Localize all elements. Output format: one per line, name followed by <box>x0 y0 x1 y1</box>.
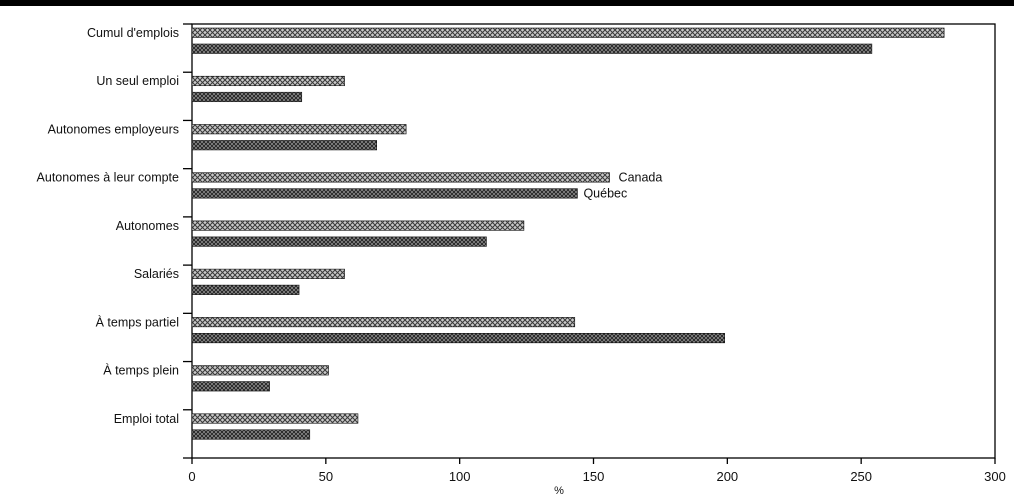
category-label: À temps plein <box>103 363 179 378</box>
bar-canada <box>191 268 345 279</box>
category-label: Un seul emploi <box>96 74 179 88</box>
bar-canada <box>191 172 610 183</box>
series-label-canada: Canada <box>619 171 663 185</box>
series-labels: Canada Québec <box>583 171 662 201</box>
bars <box>191 27 945 440</box>
x-tick-label: 300 <box>984 469 1006 484</box>
series-label-quebec: Québec <box>583 187 627 201</box>
bar-canada <box>191 413 359 424</box>
bar-quebec <box>191 188 578 199</box>
bar-canada <box>191 75 345 87</box>
bar-canada <box>191 317 576 328</box>
bar-canada <box>191 124 407 135</box>
bar-quebec <box>191 43 873 54</box>
category-label: Cumul d'emplois <box>87 26 179 40</box>
top-rule <box>0 0 1014 6</box>
x-tick-label: 150 <box>583 469 605 484</box>
x-tick-label: 200 <box>716 469 738 484</box>
bar-canada <box>191 27 945 38</box>
bar-quebec <box>191 381 270 392</box>
bar-quebec <box>191 284 300 295</box>
x-axis-title: % <box>554 485 564 497</box>
x-tick-label: 100 <box>449 469 471 484</box>
category-label: Autonomes <box>116 219 179 233</box>
x-tick-label: 0 <box>188 469 195 484</box>
bar-quebec <box>191 429 311 440</box>
category-label: Emploi total <box>114 412 179 426</box>
category-label: À temps partiel <box>96 314 179 329</box>
bar-quebec <box>191 140 377 151</box>
category-label: Salariés <box>134 267 179 281</box>
bar-quebec <box>191 236 487 247</box>
category-label: Autonomes à leur compte <box>37 171 179 185</box>
bar-canada <box>191 220 525 231</box>
x-axis-ticks: 0 50 100 150 200 250 300 <box>188 458 1006 484</box>
category-label: Autonomes employeurs <box>48 122 179 136</box>
x-tick-label: 250 <box>850 469 872 484</box>
bar-canada <box>191 365 329 376</box>
category-labels: Cumul d'emplois Un seul emploi Autonomes e… <box>37 26 179 426</box>
x-tick-label: 50 <box>319 469 333 484</box>
category-ticks <box>183 23 192 459</box>
bar-quebec <box>191 91 303 103</box>
bar-quebec <box>191 333 725 344</box>
